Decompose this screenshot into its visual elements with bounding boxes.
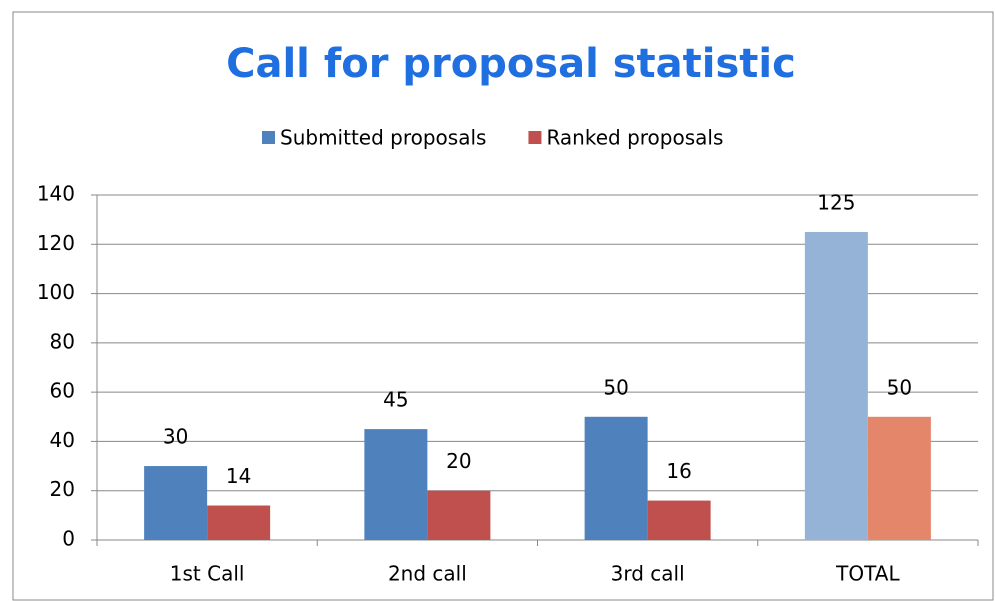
- x-tick-label: 1st Call: [170, 562, 245, 586]
- value-label: 16: [666, 459, 691, 483]
- bar: [584, 416, 648, 540]
- y-tick-label: 80: [50, 329, 75, 353]
- value-label: 30: [163, 425, 188, 449]
- bar: [647, 500, 711, 540]
- bar: [364, 429, 428, 540]
- value-label: 14: [226, 464, 251, 488]
- y-tick-label: 20: [50, 477, 75, 501]
- x-tick-label: 3rd call: [611, 562, 685, 586]
- x-tick-label: 2nd call: [388, 562, 467, 586]
- y-tick-label: 0: [62, 527, 75, 551]
- bar: [144, 466, 208, 540]
- chart-title: Call for proposal statistic: [226, 41, 796, 87]
- y-tick-label: 140: [37, 182, 75, 206]
- y-tick-label: 60: [50, 379, 75, 403]
- y-tick-label: 100: [37, 280, 75, 304]
- bar: [804, 231, 868, 540]
- value-label: 45: [383, 388, 408, 412]
- value-label: 50: [887, 375, 912, 399]
- x-tick-label: TOTAL: [835, 562, 900, 586]
- bar: [207, 505, 271, 540]
- value-label: 50: [603, 375, 628, 399]
- legend-label: Submitted proposals: [280, 126, 486, 150]
- bar: [427, 490, 491, 540]
- y-tick-label: 40: [50, 428, 75, 452]
- y-tick-label: 120: [37, 231, 75, 255]
- bar: [867, 416, 931, 540]
- value-label: 20: [446, 449, 471, 473]
- legend-swatch: [528, 131, 542, 144]
- legend-label: Ranked proposals: [546, 126, 723, 150]
- legend-swatch: [262, 131, 275, 144]
- value-label: 125: [817, 190, 855, 214]
